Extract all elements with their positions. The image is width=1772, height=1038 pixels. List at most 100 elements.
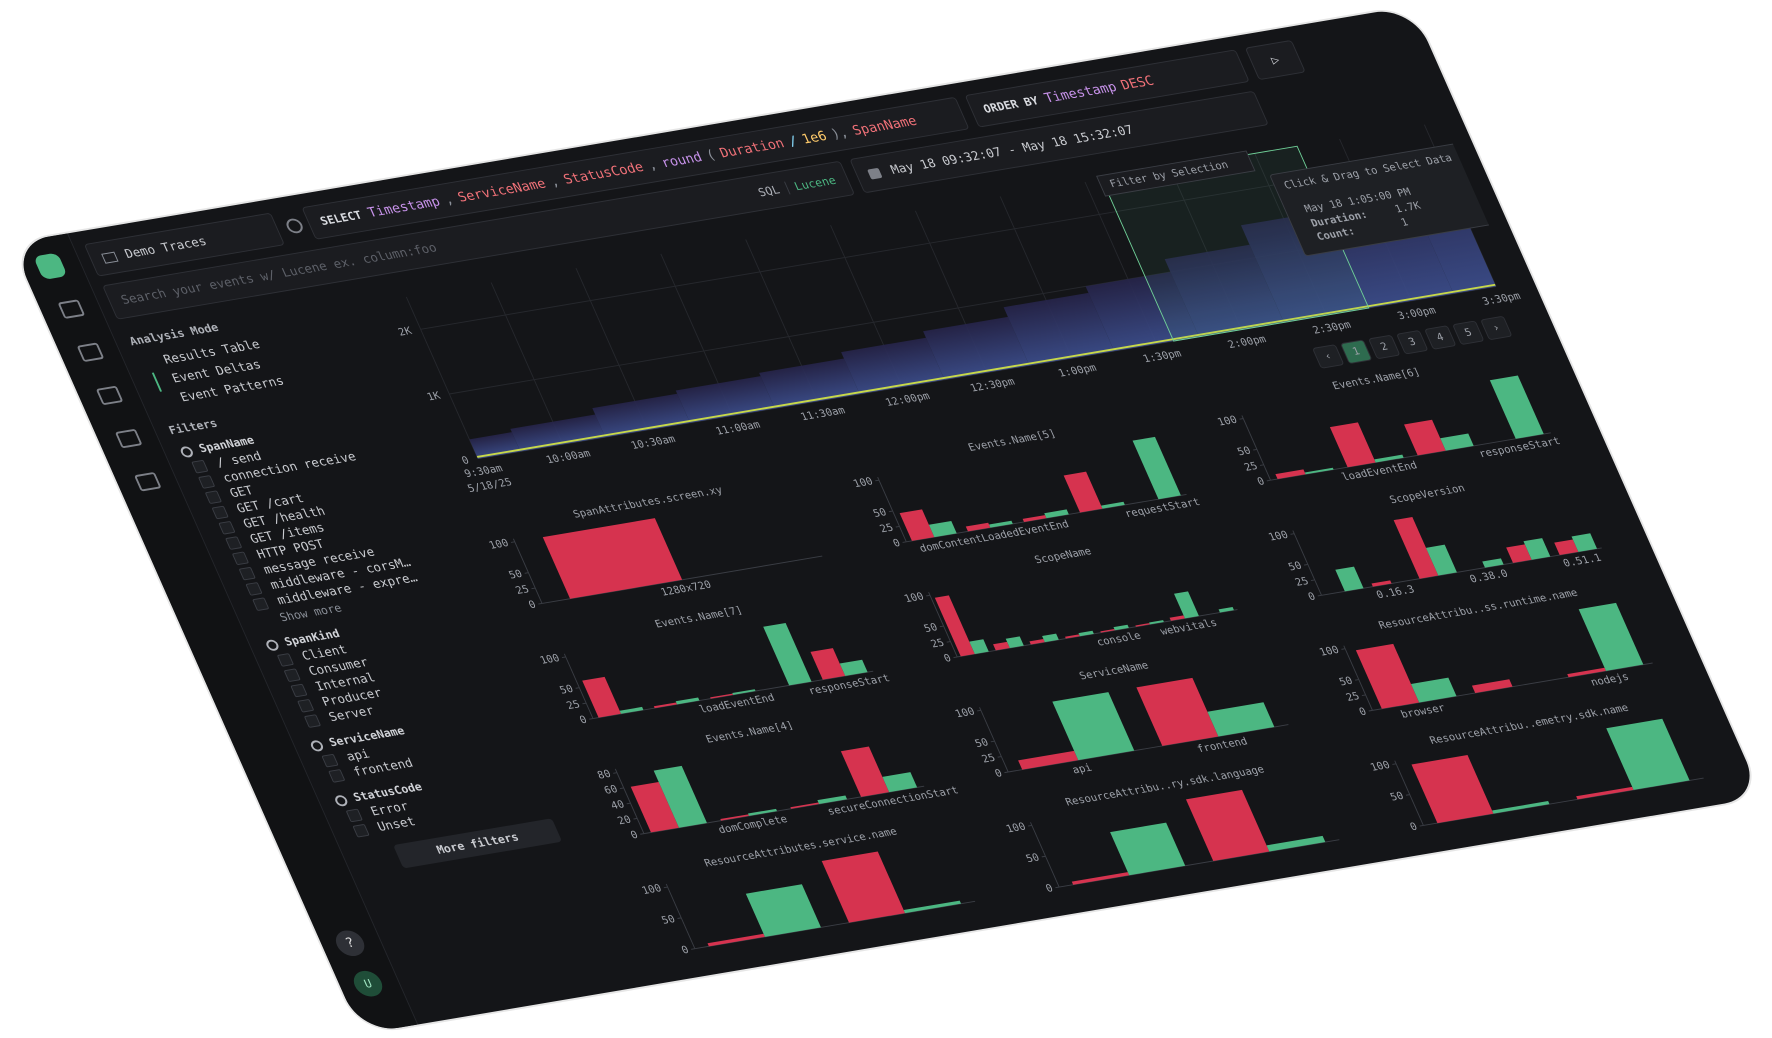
chart-title: SpanAttributes.screen.xy (571, 483, 725, 520)
axis-line (1030, 822, 1060, 888)
nav-icon[interactable] (95, 385, 124, 406)
axis-line (614, 768, 645, 834)
y-tick-label: 50 (1286, 559, 1304, 573)
avatar[interactable]: U (349, 968, 387, 999)
axis-line (563, 653, 594, 719)
source-name: Demo Traces (122, 234, 209, 262)
nav-icon[interactable] (133, 471, 162, 492)
chart-title: Events.Name[7] (653, 604, 745, 631)
y-tick-label: 50 (973, 736, 991, 750)
tick-mark (997, 756, 1002, 758)
help-button[interactable]: ? (331, 928, 369, 959)
bar (1266, 835, 1326, 852)
bar (720, 814, 750, 821)
axis-line (512, 538, 543, 604)
bar (1576, 786, 1634, 800)
bar (1571, 533, 1598, 552)
query-token: 1e6 (799, 128, 830, 148)
tick-mark (1392, 763, 1397, 765)
y-tick-label: 0 (1255, 475, 1267, 488)
query-token: ( (703, 147, 719, 164)
chart-title: ScopeVersion (1387, 482, 1467, 507)
x-tick-label: 0.16.3 (1374, 583, 1416, 601)
bar (1071, 872, 1130, 885)
y-tick-label: 25 (564, 698, 582, 712)
page-label[interactable]: 2 (1378, 340, 1390, 353)
bar (1042, 633, 1059, 643)
y-tick-label: 0 (891, 536, 903, 549)
charts-area: 2K1K09:30am10:00am10:30am11:00am11:30am1… (396, 124, 1704, 956)
page-button[interactable] (1425, 325, 1456, 350)
language-option[interactable]: Lucene (783, 173, 839, 195)
app-window: ? U Demo Traces SELECT Timestamp, Service… (11, 6, 1763, 1035)
x-tick-label: 1:30pm (1141, 347, 1183, 365)
y-tick-label: 0 (679, 943, 691, 956)
bar (1440, 433, 1474, 451)
y-tick-label: 50 (871, 506, 889, 520)
y-tick-label: 25 (980, 751, 998, 765)
nav-icon[interactable] (57, 299, 86, 319)
page-label[interactable]: 5 (1462, 326, 1474, 339)
bar (630, 782, 679, 833)
tick-mark (946, 641, 951, 643)
nav-icon[interactable] (114, 428, 143, 449)
y-tick-label: 100 (851, 475, 875, 490)
y-tick-label: 100 (902, 590, 926, 605)
language-option[interactable]: SQL (755, 183, 782, 200)
tick-mark (582, 702, 587, 705)
page-label[interactable]: › (1490, 321, 1502, 334)
tick-mark (1310, 579, 1315, 581)
y-tick-label: 50 (1337, 674, 1355, 688)
y-tick-label: 0 (1044, 882, 1056, 895)
y-tick-label: 0 (526, 598, 538, 611)
query-token: round (658, 149, 705, 171)
tick-mark (626, 802, 631, 805)
y-tick-label: 25 (929, 636, 947, 650)
y-tick-label: 25 (1344, 690, 1362, 704)
page-label[interactable]: 4 (1434, 330, 1446, 343)
page-label[interactable]: ‹ (1322, 349, 1334, 362)
bar (1335, 566, 1364, 592)
bar (1063, 471, 1103, 513)
folder-icon (100, 251, 119, 264)
page-button[interactable] (1397, 330, 1428, 355)
tick-mark (1041, 855, 1046, 858)
bar (1482, 558, 1504, 568)
logo (33, 252, 68, 281)
query-token: , (547, 174, 562, 190)
axis-line (979, 707, 1009, 773)
page-button[interactable] (1369, 335, 1400, 359)
bar (1022, 515, 1047, 522)
y-tick-label: 100 (1266, 528, 1290, 543)
page-label[interactable]: 3 (1406, 335, 1418, 348)
heatmap-column (1085, 272, 1200, 352)
bar (1578, 602, 1644, 671)
run-button[interactable]: ▷ (1244, 39, 1306, 81)
y-tick-label: 100 (640, 882, 664, 897)
bar (899, 509, 935, 541)
y-tick-label: 0 (460, 454, 472, 467)
settings-icon[interactable] (283, 217, 306, 235)
tick-mark (531, 587, 536, 590)
bar (1275, 469, 1306, 480)
y-tick-label: 1K (425, 389, 443, 403)
page-button[interactable] (1481, 316, 1512, 340)
bar (1135, 623, 1150, 627)
bar (1132, 436, 1181, 500)
tick-mark (990, 740, 995, 743)
page-button[interactable] (1313, 344, 1344, 369)
y-tick-label: 50 (1235, 444, 1253, 458)
x-tick-label: 10:00am (544, 447, 593, 466)
x-tick-label: loadEventEnd (697, 691, 777, 716)
bar (1404, 419, 1446, 456)
page-button[interactable] (1341, 339, 1372, 364)
x-tick-label: webvitals (1158, 616, 1219, 638)
x-tick-label: api (1070, 761, 1094, 776)
y-tick-label: 100 (1317, 643, 1341, 658)
bar (1410, 677, 1457, 703)
bar (710, 693, 734, 699)
page-button[interactable] (1453, 320, 1484, 345)
page-label[interactable]: 1 (1350, 345, 1362, 358)
axis-line (1321, 547, 1602, 596)
nav-icon[interactable] (76, 342, 105, 363)
